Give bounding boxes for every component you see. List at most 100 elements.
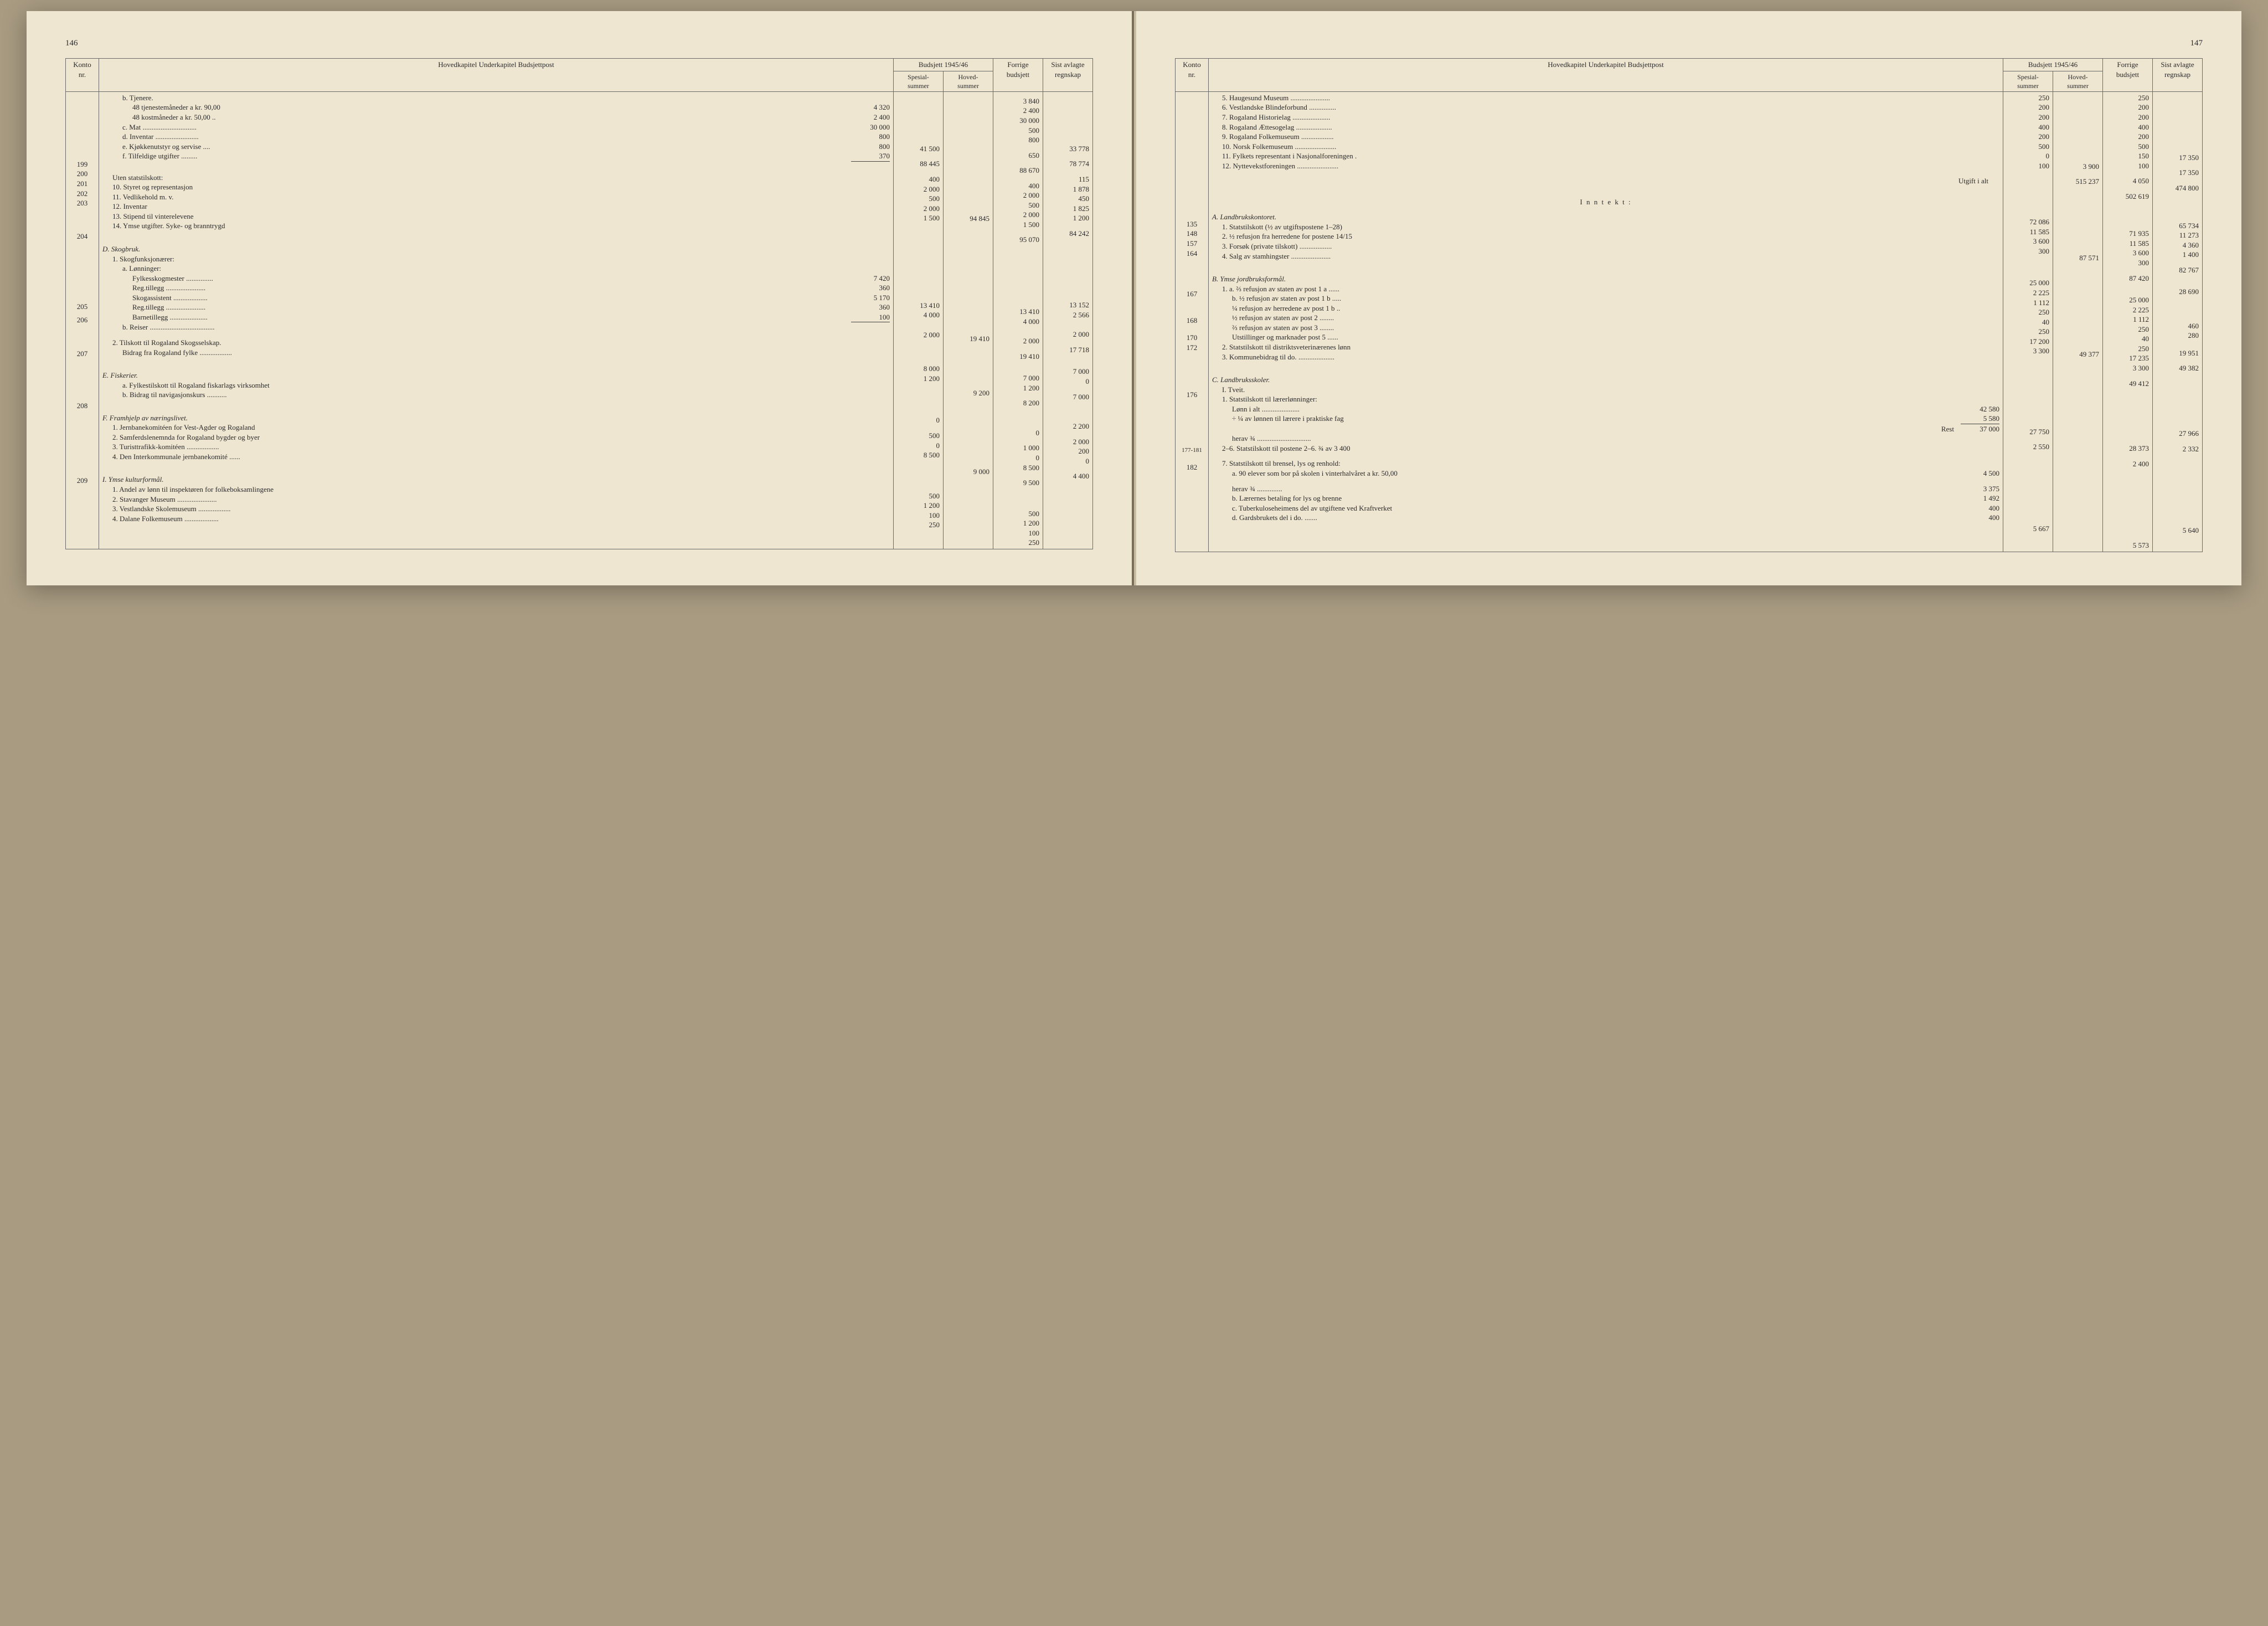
item-B1c: ¼ refusjon av herredene av post 1 b — [1232, 304, 1335, 312]
item-d: d. Inventar — [122, 132, 153, 141]
val-C1h-sp: 27 750 — [2007, 427, 2049, 437]
konto-200: 200 — [69, 169, 95, 179]
label-rest: Rest — [1232, 424, 1961, 434]
item-f: f. Tilfeldige utgifter — [122, 152, 179, 160]
val-A1-sa: 65 734 — [2156, 221, 2199, 231]
item-r14: 14. Ymse utgifter. Syke- og branntrygd — [102, 221, 890, 231]
item-B3: 3. Kommunebidrag til do. — [1222, 353, 1297, 361]
book-spread: 146 Konto nr. Hovedkapitel Underkapitel … — [27, 11, 2241, 585]
item-b1: 48 tjenestemåneder a kr. 90,00 — [132, 102, 851, 112]
hdr-konto-r: Konto nr. — [1176, 59, 1209, 92]
page-left: 146 Konto nr. Hovedkapitel Underkapitel … — [27, 11, 1134, 585]
val-B1f-sp: 250 — [2007, 327, 2049, 337]
item-D1: 1. Skogfunksjonærer: — [102, 254, 890, 264]
val-D2-sp: 2 000 — [897, 330, 940, 340]
item-C1h: herav ¾ — [1232, 434, 1255, 442]
item-I2: 2. Stavanger Museum — [112, 495, 176, 503]
item-C7b: b. Lærernes betaling for lys og brenne — [1232, 493, 1961, 503]
hovedsum-col-r: 3 900 515 237 87 571 49 377 — [2053, 91, 2102, 552]
amt-C7a: 4 500 — [1961, 469, 1999, 478]
item-c: c. Mat — [122, 123, 141, 131]
val-D1b-sp: 4 000 — [897, 310, 940, 320]
val-C26-sp: 2 550 — [2007, 442, 2049, 452]
val-r8-fb: 400 — [2106, 122, 2149, 132]
label-utgift: Utgift i alt — [1212, 176, 1999, 186]
hdr-sist-r: Sist avlagte regnskap — [2153, 59, 2203, 92]
val-A3-sp: 3 600 — [2007, 236, 2049, 246]
item-Eb: b. Bidrag til navigasjonskurs — [122, 390, 205, 399]
amt-C7c: 400 — [1961, 503, 1999, 513]
konto-176: 176 — [1179, 390, 1205, 400]
hdr-forrige-r: Forrige budsjett — [2103, 59, 2153, 92]
amt-D1a1: 7 420 — [851, 274, 890, 284]
konto-168: 168 — [1179, 316, 1205, 326]
item-rr11: 11. Fylkets representant i Nasjonalforen… — [1212, 151, 1999, 161]
val-B1e-sp: 40 — [2007, 317, 2049, 327]
val-sum2-hs: 94 845 — [947, 214, 989, 224]
item-B1a: 1. a. ⅔ refusjon av staten av post 1 a — [1222, 285, 1327, 293]
konto-199: 199 — [69, 159, 95, 169]
val-rr12-sa: 17 350 — [2156, 153, 2199, 163]
val-utg-sa: 474 800 — [2156, 183, 2199, 193]
val-r10-sa: 115 — [1047, 174, 1089, 184]
val-r9-sp: 200 — [2007, 132, 2049, 142]
amt-C1a: 42 580 — [1961, 404, 1999, 414]
item-D1a: a. Lønninger: — [102, 264, 890, 274]
val-Ea-sa: 7 000 — [1047, 367, 1089, 377]
val-f-sa: 33 778 — [1047, 144, 1089, 154]
val-F2-sa: 2 000 — [1047, 437, 1089, 447]
item-F4: 4. Den Interkommunale jernbanekomité — [112, 452, 228, 461]
item-r5: 5. Haugesund Museum — [1222, 94, 1288, 102]
val-Asum-fb: 87 420 — [2106, 274, 2149, 284]
heading-I: I. Ymse kulturformål. — [102, 475, 890, 485]
val-D1b-fb: 4 000 — [997, 317, 1039, 327]
val-A4-fb: 300 — [2106, 258, 2149, 268]
val-C1h-sa: 27 966 — [2156, 429, 2199, 439]
konto-177-181: 177-181 — [1179, 446, 1205, 455]
val-F4-sa: 0 — [1047, 456, 1089, 466]
page-number-left: 146 — [65, 39, 1093, 48]
item-F3: 3. Turisttrafikk-komitéen — [112, 442, 185, 451]
val-B1d-fb: 250 — [2106, 325, 2149, 335]
hdr-hoved: Hovedkapitel Underkapitel Budsjettpost — [99, 59, 894, 92]
val-D1a-sp: 13 410 — [897, 301, 940, 311]
val-r9-fb: 200 — [2106, 132, 2149, 142]
val-utg-hs: 515 237 — [2056, 177, 2099, 187]
val-Ea-sp: 8 000 — [897, 364, 940, 374]
item-B1f: Utstillinger og marknader post 5 — [1232, 333, 1326, 341]
amt-C7d: 400 — [1961, 513, 1999, 523]
val-r10-sp: 400 — [897, 174, 940, 184]
desc-col: b. Tjenere. 48 tjenestemåneder a kr. 90,… — [99, 91, 894, 549]
val-r5-sp: 250 — [2007, 93, 2049, 103]
val-r13-sa: 1 825 — [1047, 204, 1089, 214]
val-Bsum-fb: 49 412 — [2106, 379, 2149, 389]
val-B3-sp: 3 300 — [2007, 346, 2049, 356]
item-A4: 4. Salg av stamhingster — [1222, 252, 1289, 260]
val-C1h-fb: 28 373 — [2106, 444, 2149, 454]
item-r13: 13. Stipend til vinterelevene — [102, 212, 890, 222]
hdr-hoved-r: Hovedkapitel Underkapitel Budsjettpost — [1209, 59, 2003, 92]
heading-inntekt: I n n t e k t : — [1212, 197, 1999, 207]
val-r8-sp: 400 — [2007, 122, 2049, 132]
val-C7-sp: 5 667 — [2007, 524, 2049, 534]
val-I1-sp: 500 — [897, 491, 940, 501]
val-F3-sp: 0 — [897, 441, 940, 451]
val-I2-sp: 1 200 — [897, 501, 940, 511]
amt-rest: 37 000 — [1961, 424, 1999, 434]
val-r10-fb: 400 — [997, 181, 1039, 191]
item-A2: 2. ½ refusjon fra herredene for postene … — [1212, 231, 1999, 241]
val-Esum-hs: 9 200 — [947, 388, 989, 398]
item-B1d: ½ refusjon av staten av post 2 — [1232, 313, 1318, 322]
konto-204: 204 — [69, 231, 95, 241]
val-Asum-sa: 82 767 — [2156, 265, 2199, 275]
konto-135: 135 — [1179, 219, 1205, 229]
val-B1a-sa: 28 690 — [2156, 287, 2199, 297]
val-b2-fb: 2 400 — [997, 106, 1039, 116]
item-A1: 1. Statstilskott (½ av utgiftspostene 1–… — [1212, 222, 1999, 232]
val-f-fb: 650 — [997, 151, 1039, 161]
item-D2b: Bidrag fra Rogaland fylke — [122, 348, 198, 357]
val-D1b-sa: 2 566 — [1047, 310, 1089, 320]
val-utg-fb: 502 619 — [2106, 192, 2149, 202]
val-Esum-fb: 8 200 — [997, 398, 1039, 408]
val-B1f-fb: 250 — [2106, 344, 2149, 354]
